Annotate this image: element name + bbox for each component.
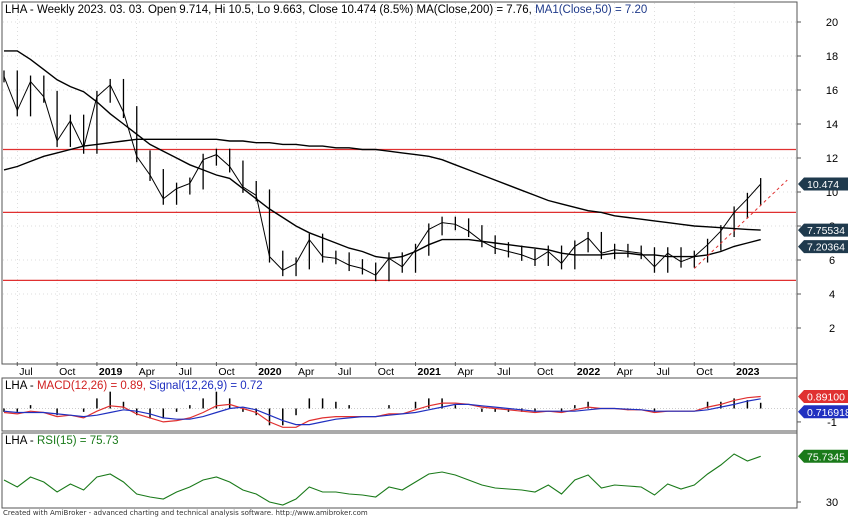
x-tick-label: Jul [19, 366, 32, 378]
y-tick-label: 14 [826, 119, 838, 131]
x-tick-label: Apr [457, 366, 474, 378]
close-line [3, 76, 762, 276]
badge-macd-value-bg [798, 390, 848, 404]
x-tick-label: Oct [537, 366, 553, 378]
x-tick-label: Jul [497, 366, 510, 378]
badge-ma200-value: 7.75534 [807, 225, 845, 237]
price-header: LHA - Weekly 2023. 03. 03. Open 9.714, H… [5, 4, 647, 16]
price-grid [3, 3, 796, 363]
value-badges: 10.474 7.75534 7.20364 0.89100 0.716918 75.73… [798, 177, 850, 463]
support-lines [3, 148, 796, 281]
x-tick-label: 2020 [258, 366, 282, 378]
x-tick-label: Oct [59, 366, 75, 378]
x-tick-label: 2023 [736, 366, 760, 378]
x-tick-label: Oct [218, 366, 234, 378]
badge-rsi-value-bg [798, 449, 848, 463]
badge-signal-value-bg [798, 405, 848, 419]
y-axis-price: 2468101214161820 [797, 17, 838, 335]
ma200-line [3, 138, 761, 231]
rsi-y-tick-label: 30 [826, 497, 838, 509]
y-tick-label: 6 [829, 255, 835, 267]
badge-close-value: 10.474 [807, 179, 839, 191]
badge-signal-value: 0.716918 [807, 407, 850, 419]
y-tick-label: 4 [829, 289, 835, 301]
x-tick-label: Jul [179, 366, 192, 378]
badge-ma200-value-bg [798, 223, 848, 237]
price-panel-frame [1, 1, 798, 365]
x-tick-label: 2021 [418, 366, 442, 378]
x-tick-label: Jul [656, 366, 669, 378]
signal-line [3, 398, 761, 426]
rsi-line [3, 453, 761, 506]
x-tick-label: 2019 [99, 366, 123, 378]
x-tick-label: Oct [378, 366, 394, 378]
badge-ma50-value-bg [798, 240, 848, 254]
rsi-panel-frame [1, 432, 798, 509]
price-series-layer [3, 50, 788, 282]
x-tick-label: Apr [298, 366, 315, 378]
trend-line [693, 179, 788, 269]
macd-header: LHA - MACD(12,26) = 0.89, Signal(12,26,9… [5, 380, 263, 392]
footer-credit: Created with AmiBroker - advanced charti… [3, 509, 368, 517]
badge-rsi-value: 75.7345 [807, 451, 845, 463]
y-tick-label: 12 [826, 153, 838, 165]
badge-ma50-value: 7.20364 [807, 242, 845, 254]
rsi-series-layer: 30 [3, 453, 838, 509]
macd-y-tick-label: -1 [827, 417, 837, 429]
y-tick-label: 18 [826, 51, 838, 63]
badge-close-value-bg [798, 177, 848, 191]
macd-line [3, 395, 761, 428]
y-tick-label: 2 [829, 323, 835, 335]
x-tick-label: Oct [696, 366, 712, 378]
badge-macd-value: 0.89100 [807, 392, 845, 404]
y-tick-label: 16 [826, 85, 838, 97]
x-tick-label: Jul [338, 366, 351, 378]
x-tick-label: Apr [139, 366, 156, 378]
rsi-header: LHA - RSI(15) = 75.73 [5, 435, 118, 447]
ma50-line [4, 50, 761, 260]
y-tick-label: 20 [826, 17, 838, 29]
x-tick-label: Apr [617, 366, 634, 378]
macd-series-layer: -1 [3, 391, 837, 429]
x-axis: Jul Oct 2019 Apr Jul Oct 2020 Apr Jul Oct 2021 Apr J… [16, 362, 760, 378]
x-tick-label: 2022 [577, 366, 601, 378]
